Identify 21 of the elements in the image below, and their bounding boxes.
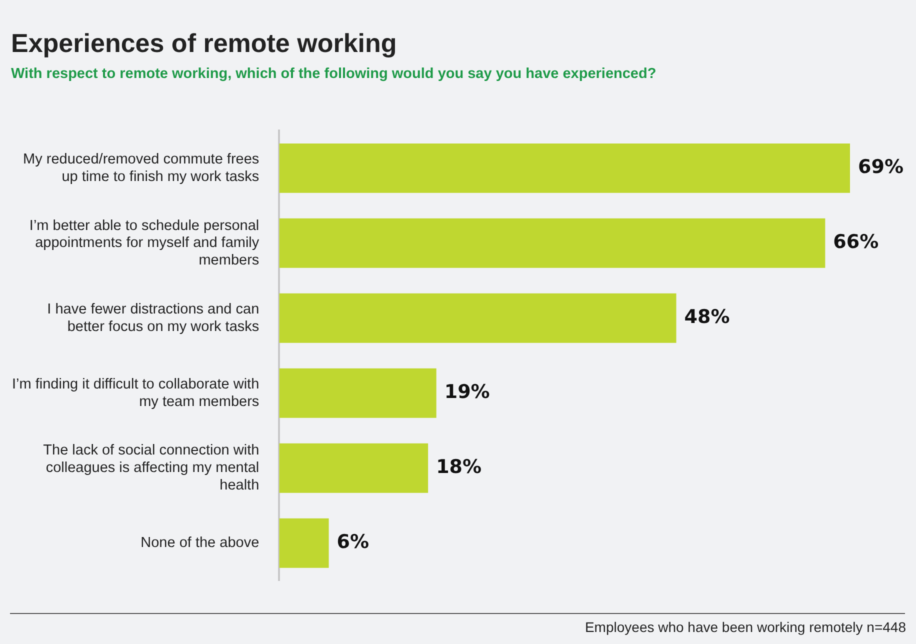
y-tick-label: I have fewer distractions and can better focus on my work tasks <box>47 301 260 335</box>
y-tick-label: I’m finding it difficult to collaborate with my team members <box>12 376 260 410</box>
y-tick-label: None of the above <box>140 535 260 552</box>
bar <box>279 443 428 493</box>
text: Employees who have been working remotely n=448 <box>584 619 906 635</box>
bar <box>279 143 850 193</box>
y-tick-label: My reduced/removed commute frees up time to finish my work tasks <box>23 151 260 185</box>
data-label: 48% <box>684 306 730 328</box>
bar <box>279 368 436 418</box>
bar <box>279 293 676 343</box>
chart-title: Experiences of remote working <box>11 28 397 59</box>
data-label: 19% <box>444 381 490 404</box>
data-label: 6% <box>336 531 370 554</box>
data-label: 69% <box>858 156 904 178</box>
y-tick-label: I’m better able to schedule personal appointments for myself and family members <box>29 218 260 269</box>
y-tick-label: The lack of social connection with colleagues is affecting my mental health <box>43 442 260 494</box>
bar <box>279 218 826 268</box>
chart-subtitle: With respect to remote working, which of the following would you say you have experienced? <box>11 66 656 82</box>
data-label: 66% <box>833 231 879 254</box>
bar <box>279 518 329 568</box>
data-label: 18% <box>436 456 482 478</box>
